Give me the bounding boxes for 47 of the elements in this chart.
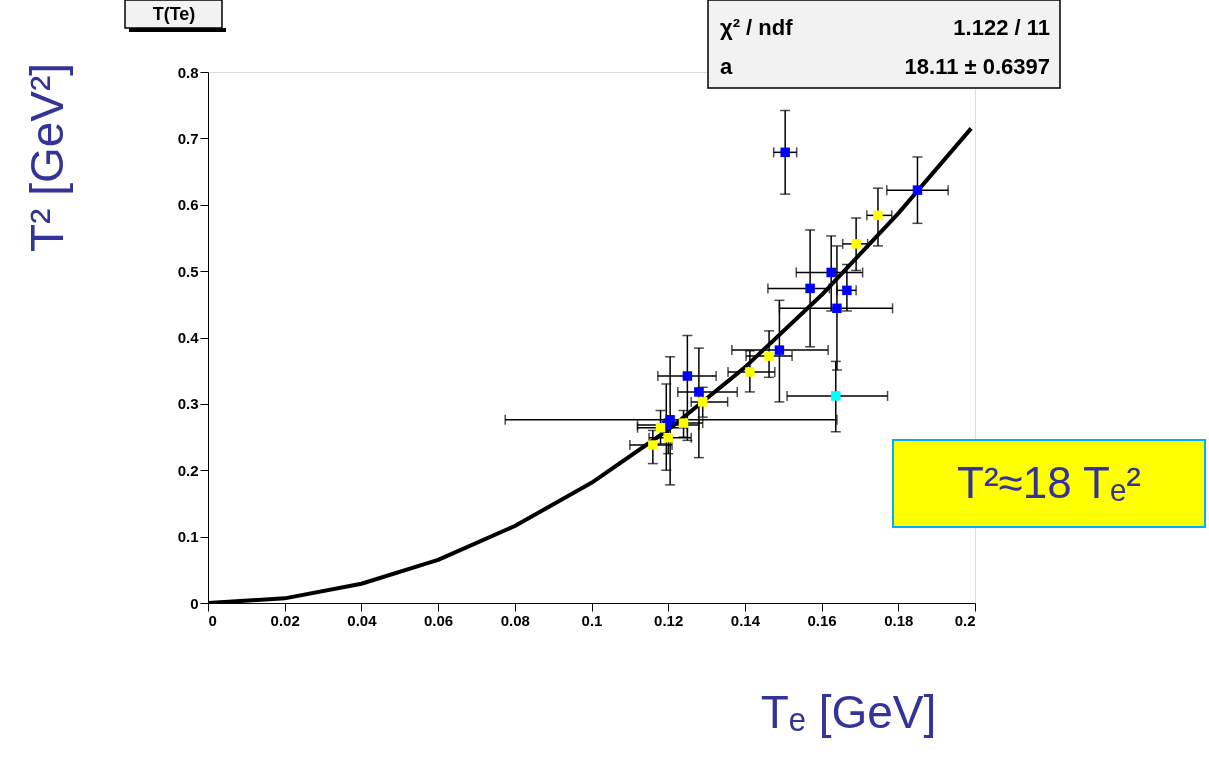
x-tick-label: 0.08 <box>500 611 530 629</box>
point <box>682 371 693 381</box>
y-tick-label: 0 <box>190 594 199 612</box>
point <box>678 418 689 428</box>
point <box>826 267 836 278</box>
annotation: T²≈18 Tₑ² <box>957 458 1141 507</box>
point <box>648 440 658 450</box>
point <box>851 239 861 249</box>
x-tick-label: 0.2 <box>954 611 976 629</box>
y-tick-label: 0.5 <box>177 262 199 280</box>
point <box>832 303 842 314</box>
y-tick-label: 0.6 <box>177 196 199 214</box>
point <box>780 147 790 158</box>
x-tick-label: 0.06 <box>424 611 454 629</box>
x-tick-label: 0.02 <box>270 611 300 629</box>
x-tick-label: 0.16 <box>807 611 837 629</box>
y-tick-label: 0.7 <box>177 129 199 147</box>
x-tick-label: 0.14 <box>730 611 761 629</box>
x-tick-label: 0 <box>208 611 217 629</box>
point <box>842 285 852 296</box>
point <box>831 391 841 401</box>
x-tick-label: 0.1 <box>581 611 603 629</box>
point <box>774 345 785 355</box>
point <box>764 351 774 361</box>
y-tick-label: 0.8 <box>177 63 199 81</box>
annotation: a <box>720 54 733 79</box>
point <box>655 423 666 433</box>
x-tick-label: 0.12 <box>654 611 684 629</box>
y-tick-label: 0.3 <box>177 395 199 413</box>
y-axis-title: T² [GeV²] <box>20 62 73 253</box>
annotation: 18.11 ± 0.6397 <box>904 54 1050 79</box>
chart-title: T(Te) <box>152 4 196 24</box>
point <box>912 185 923 195</box>
x-tick-label: 0.18 <box>884 611 914 629</box>
text: χ² / ndf <box>720 15 794 40</box>
point <box>697 397 708 407</box>
x-tick-label: 0.04 <box>347 611 378 629</box>
point <box>805 283 815 294</box>
y-tick-label: 0.2 <box>177 461 199 479</box>
point <box>873 210 883 221</box>
point <box>694 387 704 397</box>
point <box>745 367 755 377</box>
point <box>663 432 673 443</box>
y-tick-label: 0.4 <box>177 329 200 346</box>
y-tick-label: 0.1 <box>177 528 199 546</box>
text: 1.122 / 11 <box>953 15 1050 40</box>
x-axis-title: Tₑ [GeV] <box>760 685 937 738</box>
